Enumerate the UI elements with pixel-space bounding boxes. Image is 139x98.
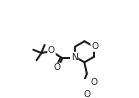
- Text: O: O: [91, 42, 98, 51]
- Text: N: N: [71, 53, 78, 62]
- Text: O: O: [83, 90, 90, 98]
- Text: O: O: [53, 63, 60, 72]
- Text: O: O: [48, 46, 55, 55]
- Text: O: O: [91, 78, 98, 87]
